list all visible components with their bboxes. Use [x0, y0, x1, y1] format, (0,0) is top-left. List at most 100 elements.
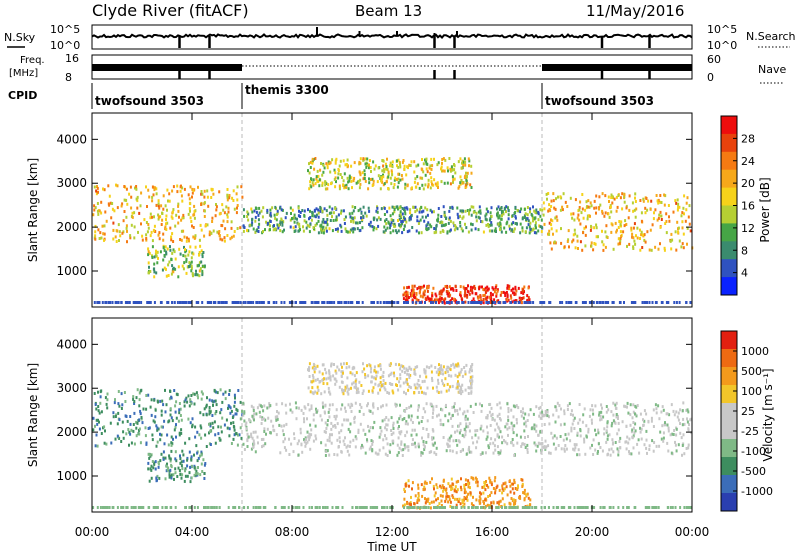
- echo-cell: [424, 301, 426, 304]
- echo-cell: [282, 429, 284, 432]
- echo-cell: [485, 290, 487, 293]
- echo-cell: [580, 240, 582, 243]
- echo-cell: [506, 423, 508, 426]
- echo-cell: [671, 452, 673, 455]
- echo-cell: [464, 370, 466, 373]
- echo-cell: [490, 211, 492, 214]
- echo-cell: [448, 374, 450, 377]
- echo-cell: [163, 246, 165, 249]
- echo-cell: [416, 287, 418, 290]
- echo-cell: [630, 452, 632, 455]
- echo-cell: [457, 488, 459, 491]
- echo-cell: [327, 164, 329, 167]
- echo-cell: [529, 207, 531, 210]
- echo-cell: [257, 441, 259, 444]
- echo-cell: [597, 452, 599, 455]
- echo-cell: [400, 440, 402, 443]
- echo-cell: [456, 430, 458, 433]
- echo-cell: [450, 417, 452, 420]
- echo-cell: [427, 170, 429, 173]
- echo-cell: [433, 451, 435, 454]
- echo-cell: [583, 438, 585, 441]
- echo-cell: [550, 432, 552, 435]
- echo-cell: [675, 249, 677, 252]
- echo-cell: [403, 367, 405, 370]
- echo-cell: [465, 478, 467, 481]
- echo-cell: [454, 228, 456, 231]
- echo-cell: [534, 506, 536, 509]
- echo-cell: [125, 414, 127, 417]
- echo-cell: [667, 506, 669, 509]
- echo-cell: [617, 447, 619, 450]
- echo-cell: [337, 177, 339, 180]
- echo-cell: [508, 426, 510, 429]
- colorbar-tick-label: -500: [741, 465, 766, 478]
- echo-cell: [407, 291, 409, 294]
- echo-cell: [190, 185, 192, 188]
- echo-cell: [420, 454, 422, 457]
- echo-cell: [372, 389, 374, 392]
- echo-cell: [467, 418, 469, 421]
- echo-cell: [158, 477, 160, 480]
- echo-cell: [172, 473, 174, 476]
- echo-cell: [425, 174, 427, 177]
- echo-cell: [541, 209, 543, 212]
- echo-cell: [145, 426, 147, 429]
- echo-cell: [639, 199, 641, 202]
- echo-cell: [477, 297, 479, 300]
- echo-cell: [311, 162, 313, 165]
- echo-cell: [494, 229, 496, 232]
- echo-cell: [426, 482, 428, 485]
- echo-cell: [572, 423, 574, 426]
- echo-cell: [668, 204, 670, 207]
- echo-cell: [286, 212, 288, 215]
- echo-cell: [327, 183, 329, 186]
- echo-cell: [323, 229, 325, 232]
- echo-cell: [465, 422, 467, 425]
- echo-cell: [255, 431, 257, 434]
- echo-cell: [344, 436, 346, 439]
- echo-cell: [231, 227, 233, 230]
- echo-cell: [347, 390, 349, 393]
- echo-cell: [278, 424, 280, 427]
- echo-cell: [421, 495, 423, 498]
- echo-cell: [385, 423, 387, 426]
- echo-cell: [432, 409, 434, 412]
- echo-cell: [241, 196, 243, 199]
- echo-cell: [563, 409, 565, 412]
- echo-cell: [582, 413, 584, 416]
- echo-cell: [682, 207, 684, 210]
- echo-cell: [519, 210, 521, 213]
- echo-cell: [421, 437, 423, 440]
- echo-cell: [296, 417, 298, 420]
- echo-cell: [217, 425, 219, 428]
- echo-cell: [515, 217, 517, 220]
- echo-cell: [290, 207, 292, 210]
- echo-cell: [677, 231, 679, 234]
- echo-cell: [678, 227, 680, 230]
- echo-cell: [640, 431, 642, 434]
- nsearch-label: N.Search: [746, 30, 796, 43]
- echo-cell: [364, 212, 366, 215]
- echo-cell: [677, 209, 679, 212]
- echo-cell: [516, 404, 518, 407]
- echo-cell: [676, 301, 678, 304]
- echo-cell: [156, 192, 158, 195]
- echo-cell: [319, 371, 321, 374]
- echo-cell: [490, 424, 492, 427]
- echo-cell: [406, 165, 408, 168]
- echo-cell: [414, 177, 416, 180]
- echo-cell: [396, 159, 398, 162]
- echo-cell: [504, 482, 506, 485]
- echo-cell: [522, 491, 524, 494]
- echo-cell: [92, 428, 94, 431]
- echo-cell: [167, 263, 169, 266]
- echo-cell: [247, 219, 249, 222]
- echo-cell: [153, 229, 155, 232]
- echo-cell: [339, 224, 341, 227]
- echo-cell: [152, 466, 154, 469]
- echo-cell: [356, 301, 358, 304]
- colorbar-segment: [721, 134, 737, 152]
- echo-cell: [189, 466, 191, 469]
- echo-cell: [210, 196, 212, 199]
